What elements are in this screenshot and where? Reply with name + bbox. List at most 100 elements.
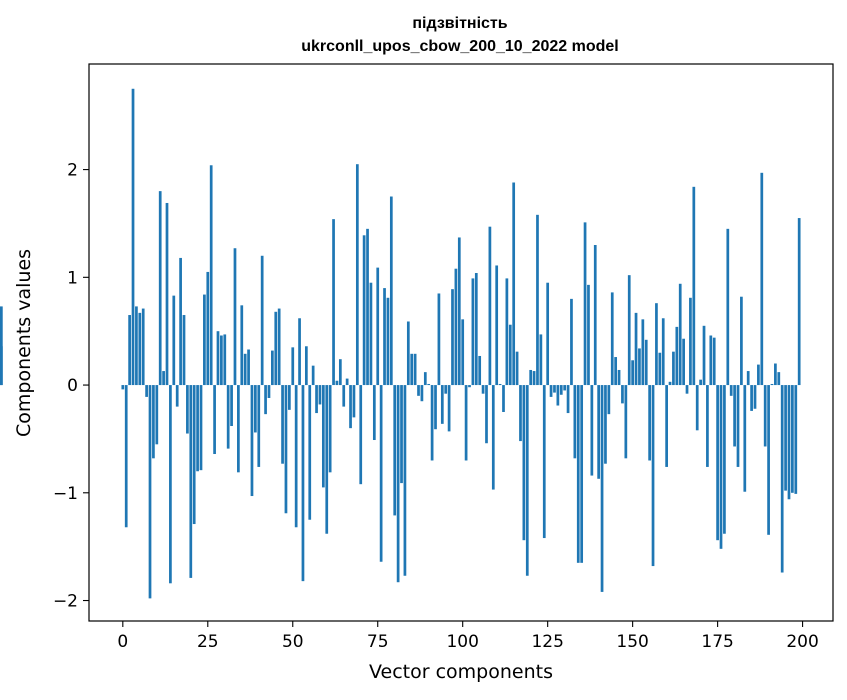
bar-159: [661, 318, 665, 386]
bar-41: [260, 255, 264, 386]
bar-116: [515, 351, 519, 386]
bar-140: [597, 385, 601, 479]
bar-31: [226, 385, 230, 449]
bar-74: [372, 385, 376, 441]
x-tick-label-2: 50: [282, 632, 304, 652]
bar-144: [610, 292, 614, 386]
bar-136: [583, 222, 587, 386]
bar-96: [447, 385, 451, 432]
bar-190: [767, 385, 770, 535]
bar-21: [192, 385, 196, 525]
bar-63: [335, 380, 339, 386]
bar-166: [685, 385, 689, 394]
bar-23: [199, 385, 203, 471]
bar-145: [614, 357, 618, 386]
bar-153: [641, 319, 645, 386]
bar-78: [386, 297, 390, 386]
bar-7: [145, 385, 148, 397]
bar-45: [274, 311, 278, 386]
bar-29: [220, 335, 223, 386]
bar-123: [539, 334, 543, 386]
y-axis-label: Components values: [13, 249, 35, 437]
bar-142: [604, 385, 607, 464]
bar-188: [760, 172, 764, 386]
bar-8: [148, 385, 152, 599]
bar-6: [141, 308, 145, 386]
bar-13: [165, 202, 169, 386]
bar-193: [777, 372, 781, 386]
bar-89: [423, 372, 427, 386]
bar-148: [624, 385, 628, 459]
bar-156: [651, 385, 655, 567]
bar-198: [794, 385, 798, 494]
bar-179: [729, 385, 733, 396]
bar-107: [485, 385, 488, 444]
x-tick-label-7: 175: [701, 632, 733, 652]
bar-35: [240, 305, 244, 386]
bar-86: [413, 353, 417, 386]
bar-37: [247, 349, 250, 386]
bar-182: [740, 296, 743, 386]
bar-47: [281, 385, 284, 464]
bar-143: [607, 385, 611, 415]
x-tick-label-3: 75: [367, 632, 389, 652]
bar-92: [434, 385, 437, 430]
y-tick-label-0: −2: [53, 592, 78, 612]
bar-138: [590, 385, 594, 476]
bar-91: [430, 385, 434, 461]
bar-187: [757, 364, 760, 386]
bar-20: [189, 385, 193, 578]
bar-94: [440, 385, 444, 424]
x-tick-label-6: 150: [616, 632, 648, 652]
bar-43: [267, 385, 271, 398]
bar-32: [230, 385, 233, 426]
bar-173: [709, 335, 713, 386]
bar-151: [634, 312, 638, 386]
bar-185: [750, 385, 753, 411]
bar-87: [417, 385, 420, 396]
bar-36: [243, 353, 247, 386]
bar-79: [389, 196, 393, 386]
bar-97: [451, 289, 454, 386]
bar-141: [600, 385, 604, 592]
bar-133: [573, 385, 577, 459]
bar-196: [787, 385, 791, 500]
x-tick-label-5: 125: [531, 632, 563, 652]
bar-5: [138, 312, 142, 386]
bar-0: [121, 385, 125, 390]
bar-192: [774, 363, 777, 386]
bar-60: [325, 385, 329, 534]
bar-162: [672, 351, 675, 386]
bar-168: [692, 186, 696, 386]
x-tick-label-0: 0: [117, 632, 128, 652]
bar-194: [780, 385, 784, 573]
bar-176: [719, 385, 723, 549]
bar-57: [315, 385, 318, 414]
bar-139: [593, 245, 597, 386]
bar-64: [338, 359, 342, 386]
bar-48: [284, 385, 288, 514]
bar-27: [213, 385, 216, 455]
bar-67: [349, 385, 352, 429]
bars-group: [0, 88, 801, 599]
bar-195: [784, 385, 787, 491]
bar-111: [498, 383, 502, 386]
bar-93: [437, 293, 441, 386]
bar-28: [216, 331, 220, 386]
bar-26: [209, 165, 213, 386]
bar-71: [362, 235, 366, 386]
bar-59: [321, 385, 325, 488]
bar-172: [706, 385, 709, 467]
bar-65: [342, 385, 346, 407]
bar-134: [576, 385, 580, 563]
bar-72: [366, 228, 369, 386]
bar-55: [308, 385, 312, 520]
bar-113: [505, 278, 509, 386]
bar-100: [461, 319, 465, 386]
bar-189: [763, 385, 767, 447]
y-tick-label-1: −1: [53, 484, 78, 504]
plot-frame: [88, 63, 834, 622]
bar-147: [621, 385, 624, 404]
